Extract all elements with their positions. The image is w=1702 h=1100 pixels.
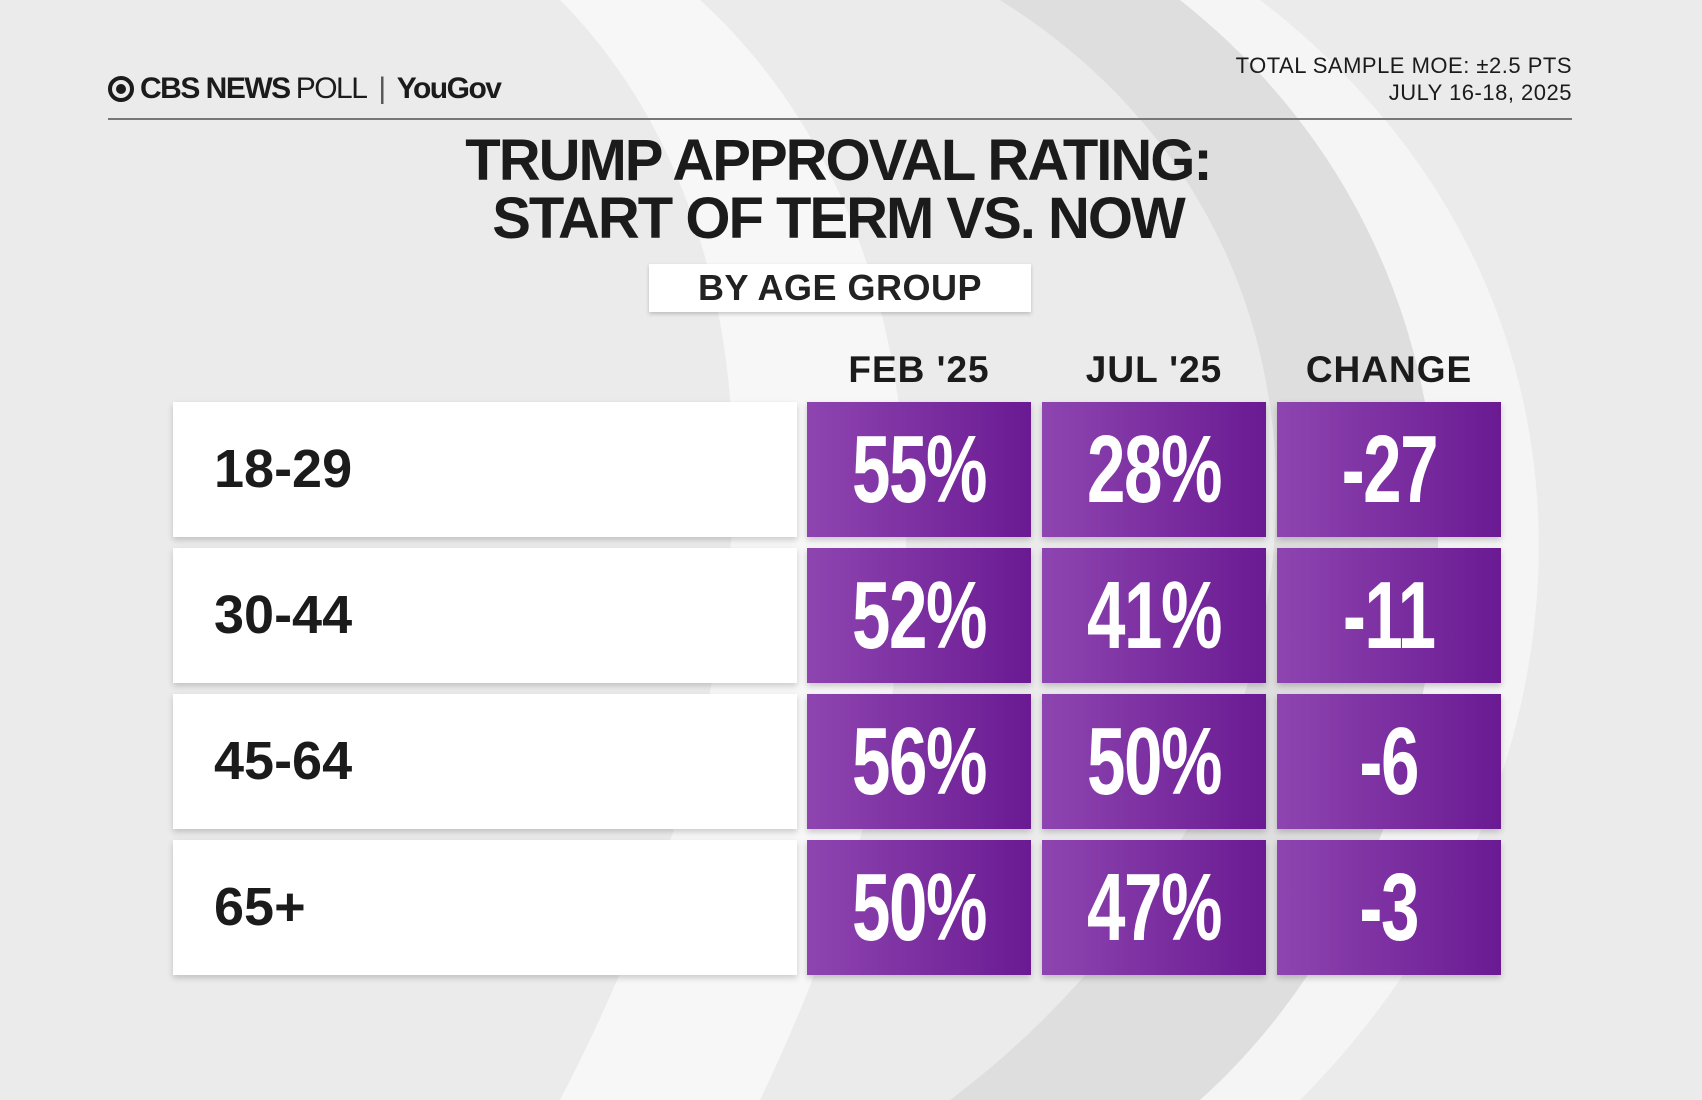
value-cell: -3 bbox=[1277, 840, 1501, 975]
value-text: 47% bbox=[1086, 854, 1222, 961]
age-group-label: 18-29 bbox=[173, 402, 797, 537]
logo-brand: CBS NEWS bbox=[140, 72, 291, 105]
header-divider bbox=[108, 118, 1572, 120]
value-text: -6 bbox=[1359, 708, 1420, 815]
value-cell: 50% bbox=[1042, 694, 1266, 829]
value-cell: 28% bbox=[1042, 402, 1266, 537]
value-cell: 55% bbox=[807, 402, 1031, 537]
subtitle-box: BY AGE GROUP bbox=[649, 264, 1031, 312]
value-text: -3 bbox=[1359, 854, 1420, 961]
age-group-label: 45-64 bbox=[173, 694, 797, 829]
title-line-2: START OF TERM VS. NOW bbox=[492, 186, 1186, 251]
cbs-eye-icon bbox=[108, 76, 134, 102]
value-text: 56% bbox=[851, 708, 987, 815]
date-text: JULY 16-18, 2025 bbox=[1388, 80, 1572, 105]
logo-poll: POLL bbox=[295, 72, 368, 105]
value-cell: 52% bbox=[807, 548, 1031, 683]
column-header: FEB '25 bbox=[848, 349, 990, 390]
column-header: JUL '25 bbox=[1085, 349, 1223, 390]
value-cell: 50% bbox=[807, 840, 1031, 975]
value-cell: -6 bbox=[1277, 694, 1501, 829]
value-cell: 47% bbox=[1042, 840, 1266, 975]
moe-text: TOTAL SAMPLE MOE: ±2.5 PTS bbox=[1235, 53, 1572, 78]
value-cell: 41% bbox=[1042, 548, 1266, 683]
value-text: -11 bbox=[1343, 562, 1436, 669]
value-text: 50% bbox=[1086, 708, 1222, 815]
value-cell: -27 bbox=[1277, 402, 1501, 537]
value-cell: 56% bbox=[807, 694, 1031, 829]
value-text: 28% bbox=[1086, 416, 1222, 523]
logo-divider: | bbox=[378, 72, 386, 105]
chart-title: TRUMP APPROVAL RATING: START OF TERM VS.… bbox=[0, 132, 1676, 248]
age-group-label: 30-44 bbox=[173, 548, 797, 683]
cbs-yougov-logo: CBS NEWS POLL | YouGov bbox=[108, 72, 502, 106]
column-header: CHANGE bbox=[1305, 349, 1473, 390]
value-text: 41% bbox=[1086, 562, 1222, 669]
value-text: 52% bbox=[851, 562, 987, 669]
logo-partner: YouGov bbox=[396, 72, 502, 105]
value-text: 55% bbox=[851, 416, 987, 523]
value-cell: -11 bbox=[1277, 548, 1501, 683]
poll-meta: TOTAL SAMPLE MOE: ±2.5 PTS JULY 16-18, 2… bbox=[1236, 52, 1572, 106]
value-text: -27 bbox=[1341, 416, 1438, 523]
title-line-1: TRUMP APPROVAL RATING: bbox=[465, 128, 1212, 193]
age-group-label: 65+ bbox=[173, 840, 797, 975]
value-text: 50% bbox=[851, 854, 987, 961]
